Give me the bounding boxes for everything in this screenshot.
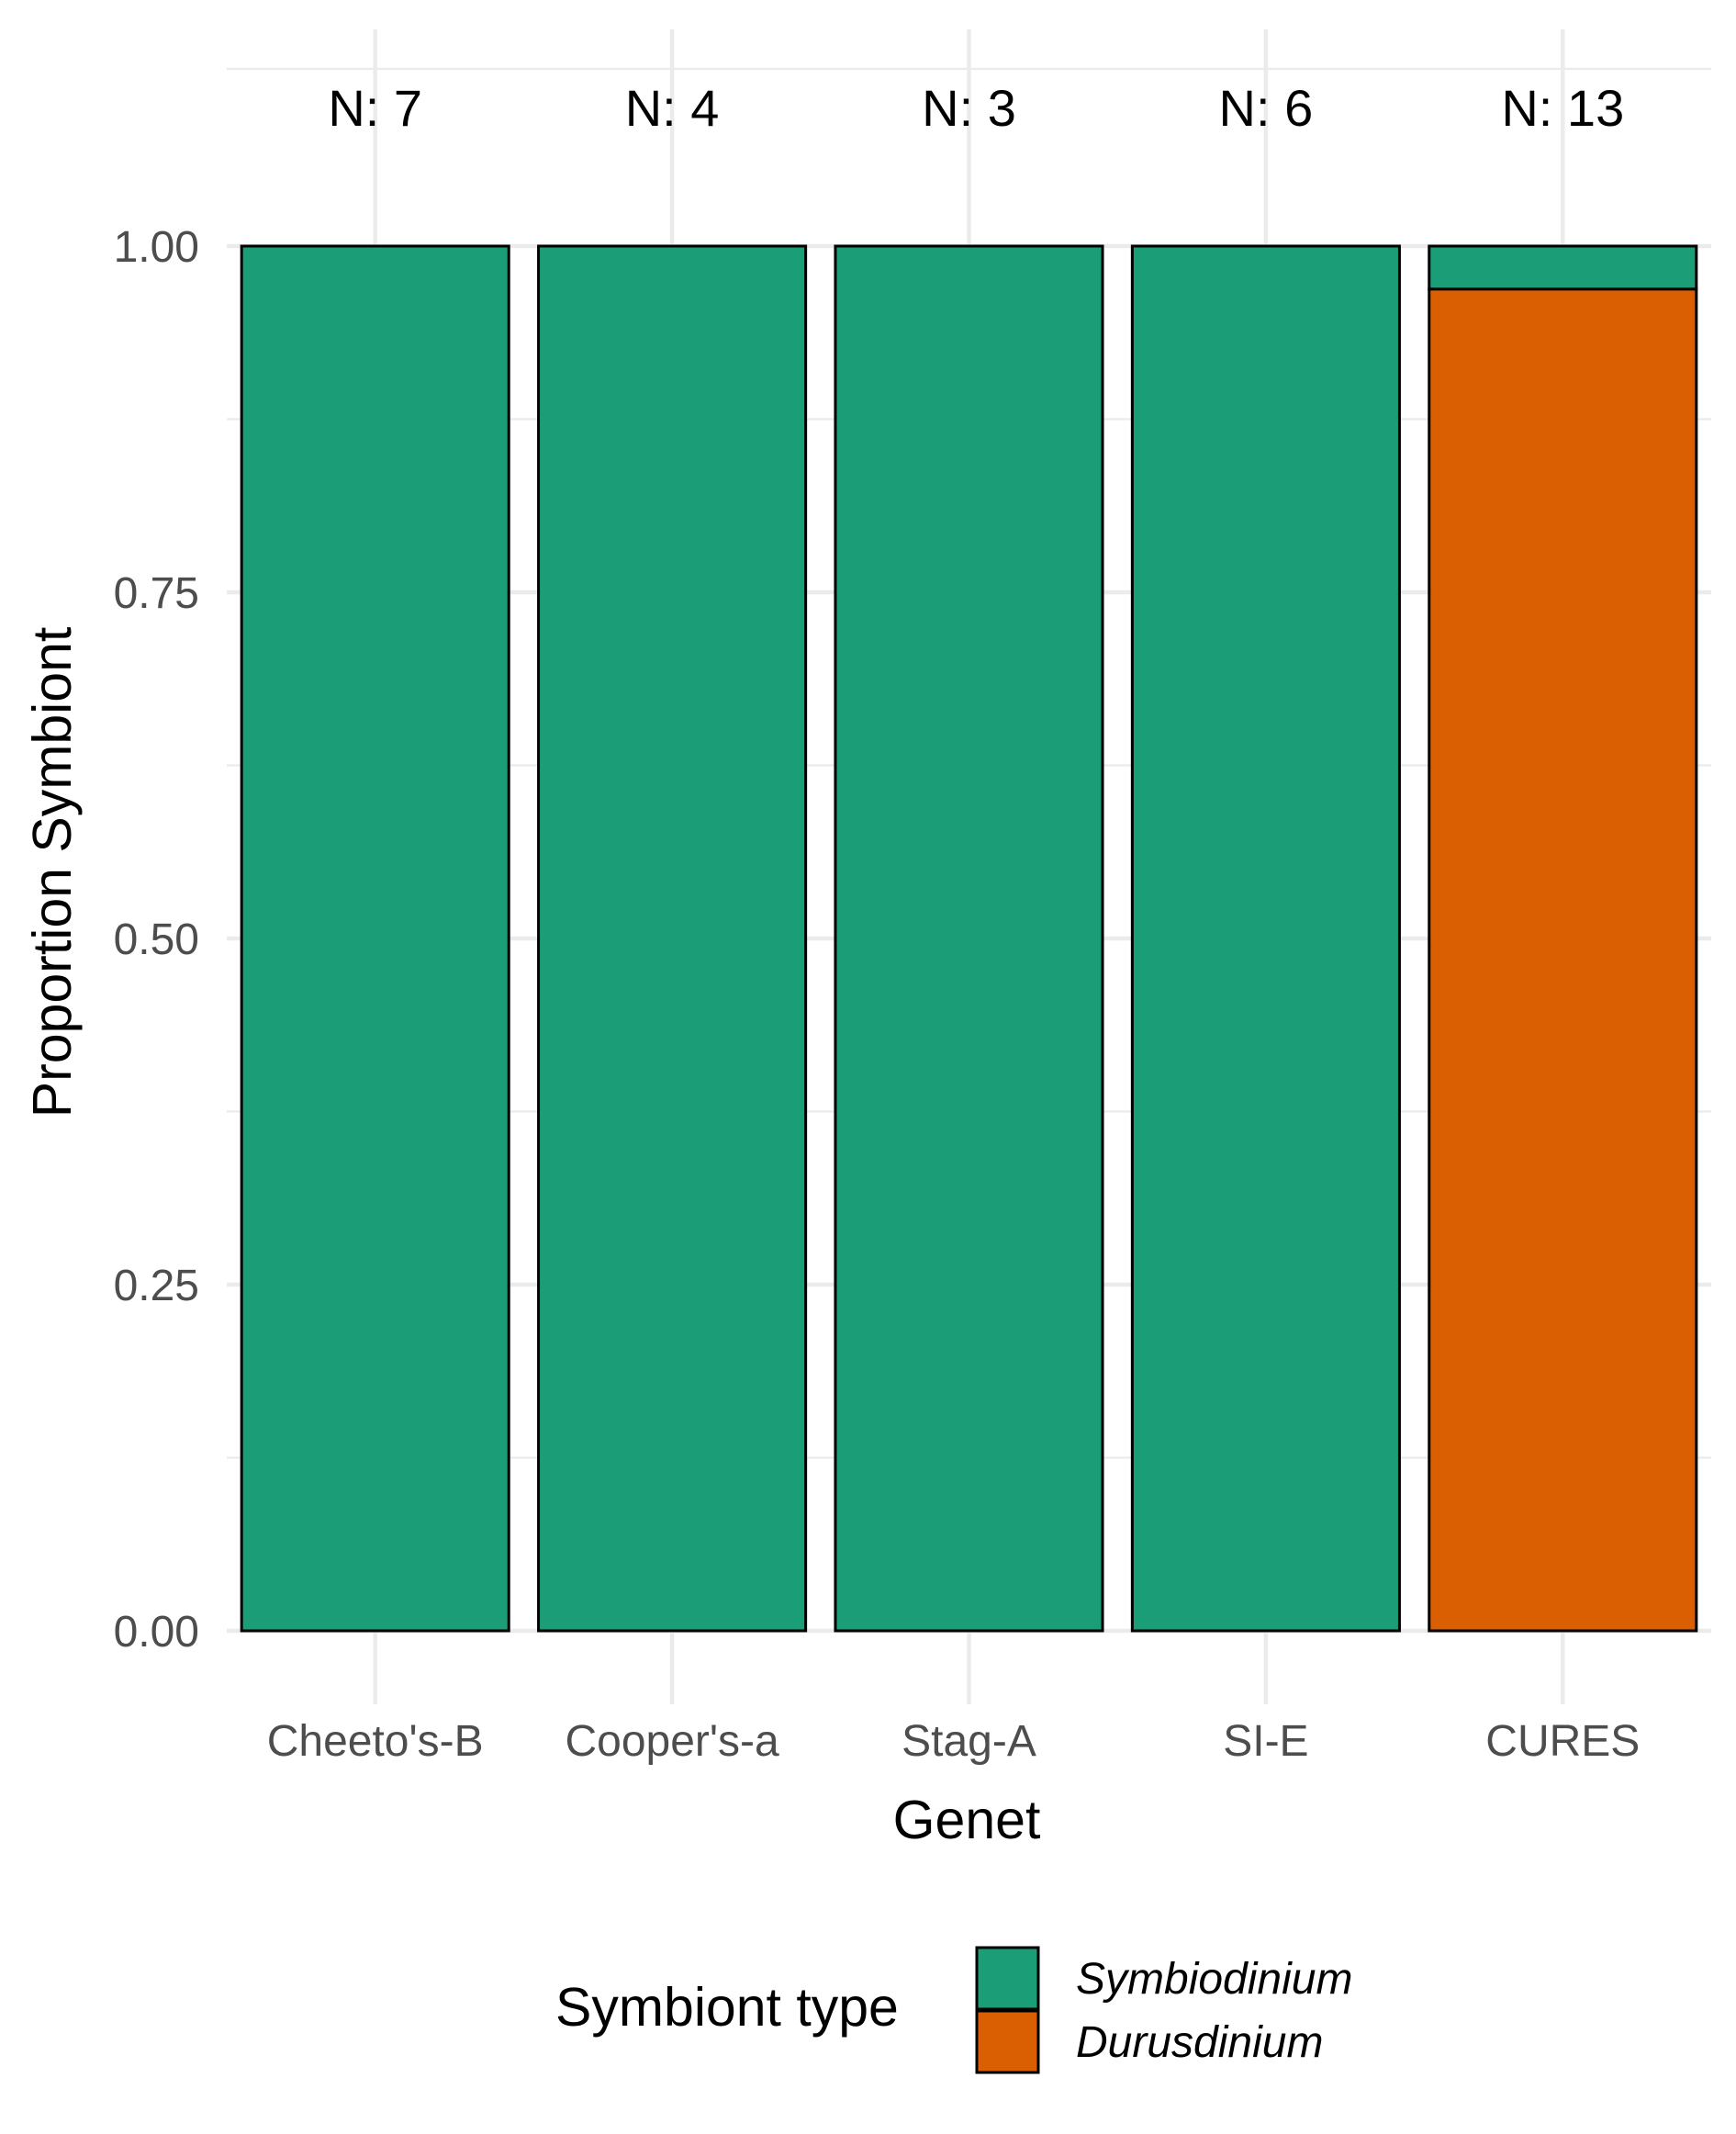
legend-label-symbiodinium: Symbiodinium — [1076, 1955, 1352, 2004]
x-tick-label: Cooper's-a — [565, 1717, 779, 1766]
legend-label-durusdinium: Durusdinium — [1076, 2018, 1323, 2067]
y-tick-label: 0.50 — [114, 915, 199, 964]
legend-items: Symbiodinium Durusdinium — [975, 1946, 1352, 2074]
y-tick-label: 0.75 — [114, 569, 199, 618]
legend-key-durusdinium — [975, 2009, 1040, 2074]
y-axis-title: Proportion Symbiont — [22, 627, 83, 1118]
bar-symbiodinium-5 — [1428, 244, 1698, 291]
sample-size-labels: N: 7 N: 4 N: 3 N: 6 N: 13 — [328, 79, 1624, 137]
x-axis-title: Genet — [893, 1790, 1041, 1850]
sample-size-label: N: 7 — [328, 79, 422, 137]
x-tick-label: Cheeto's-B — [267, 1717, 484, 1766]
bar-symbiodinium-2 — [537, 244, 808, 1633]
sample-size-label: N: 3 — [922, 79, 1016, 137]
sample-size-label: N: 4 — [625, 79, 720, 137]
bars — [240, 244, 1698, 1633]
bar-symbiodinium-4 — [1130, 244, 1401, 1633]
y-axis-ticks: 0.00 0.25 0.50 0.75 1.00 — [114, 223, 199, 1657]
sample-size-label: N: 6 — [1219, 79, 1314, 137]
x-tick-label: Stag-A — [902, 1717, 1036, 1766]
legend-key-symbiodinium — [975, 1946, 1040, 2011]
y-tick-label: 1.00 — [114, 223, 199, 272]
bar-symbiodinium-3 — [834, 244, 1104, 1633]
y-tick-label: 0.25 — [114, 1262, 199, 1310]
legend: Symbiont type Symbiodinium Durusdinium — [555, 1946, 1352, 2074]
bar-symbiodinium-1 — [240, 244, 510, 1633]
y-tick-label: 0.00 — [114, 1608, 199, 1657]
bar-durusdinium-5 — [1428, 287, 1698, 1633]
x-axis-ticks: Cheeto's-B Cooper's-a Stag-A SI-E CURES — [267, 1717, 1641, 1766]
sample-size-label: N: 13 — [1501, 79, 1624, 137]
x-tick-label: CURES — [1485, 1717, 1640, 1766]
legend-title: Symbiont type — [555, 1977, 899, 2038]
x-tick-label: SI-E — [1223, 1717, 1308, 1766]
